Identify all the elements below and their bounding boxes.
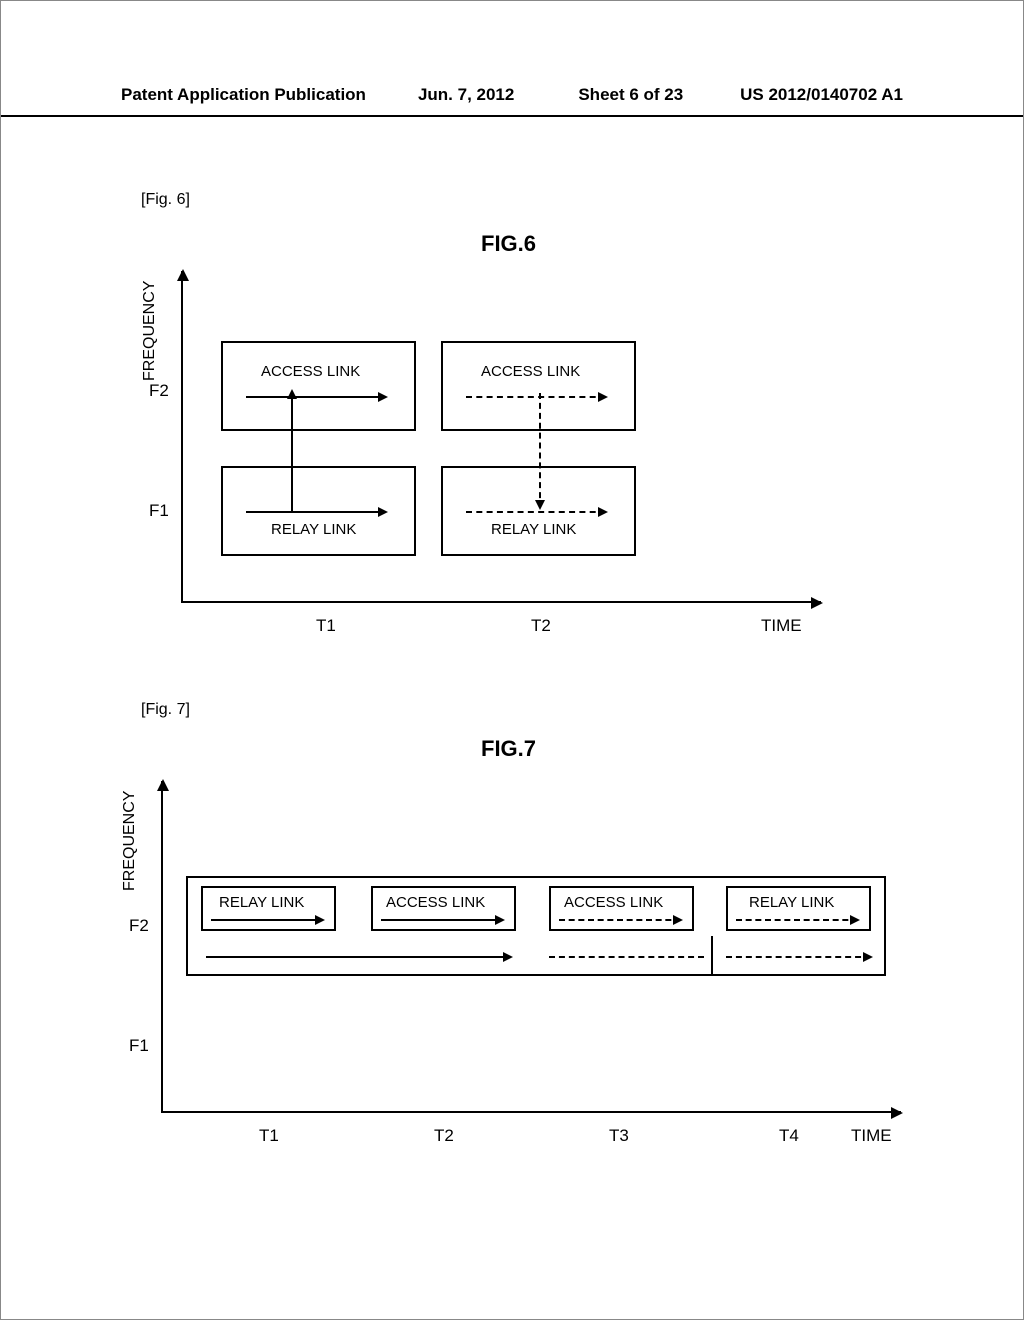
fig6-box-t2-f1-label: RELAY LINK <box>491 521 576 538</box>
header-sheet: Sheet 6 of 23 <box>578 85 683 105</box>
patent-header: Patent Application Publication Jun. 7, 2… <box>1 85 1023 117</box>
fig6-box-t1-f1-label: RELAY LINK <box>271 521 356 538</box>
fig6-arrow-down-t2 <box>539 393 541 508</box>
fig7-seg-t1-label: RELAY LINK <box>219 894 304 911</box>
fig7-y-axis-label: FREQUENCY <box>121 791 139 891</box>
fig7-xtick-t2: T2 <box>434 1126 454 1146</box>
fig6-y-axis-label: FREQUENCY <box>141 281 159 381</box>
fig7-arrow-t2 <box>381 919 503 921</box>
header-row: Patent Application Publication Jun. 7, 2… <box>1 85 1023 113</box>
fig7-arrow-t3 <box>559 919 681 921</box>
fig7-arrow-t1 <box>211 919 323 921</box>
fig6-x-axis-label: TIME <box>761 616 802 636</box>
fig6-arrow-t1-f1 <box>246 511 386 513</box>
fig7-x-axis-label: TIME <box>851 1126 892 1146</box>
fig6-arrow-t1-f2 <box>246 396 386 398</box>
page: Patent Application Publication Jun. 7, 2… <box>0 0 1024 1320</box>
fig7-x-axis <box>161 1111 901 1113</box>
fig6-chart: FREQUENCY F2 F1 T1 T2 TIME ACCESS LINK R… <box>121 271 841 651</box>
fig7-divider <box>711 936 713 976</box>
fig7-chart: FREQUENCY F2 F1 T1 T2 T3 T4 TIME RELAY L… <box>101 781 921 1161</box>
header-publication: Patent Application Publication <box>121 85 366 105</box>
fig7-xtick-t1: T1 <box>259 1126 279 1146</box>
fig7-seg-t4-label: RELAY LINK <box>749 894 834 911</box>
fig6-xtick-t1: T1 <box>316 616 336 636</box>
fig6-title: FIG.6 <box>481 231 536 257</box>
fig7-y-axis <box>161 781 163 1111</box>
fig6-caption: [Fig. 6] <box>141 191 190 209</box>
fig6-box-t1-f2-label: ACCESS LINK <box>261 363 360 380</box>
fig7-title: FIG.7 <box>481 736 536 762</box>
fig6-box-t1-f2 <box>221 341 416 431</box>
fig7-base-dash-t3 <box>549 956 704 958</box>
fig6-arrow-t2-f1 <box>466 511 606 513</box>
fig6-xtick-t2: T2 <box>531 616 551 636</box>
fig6-ytick-f1: F1 <box>149 501 169 521</box>
header-date: Jun. 7, 2012 <box>418 85 514 105</box>
fig7-ytick-f2: F2 <box>129 916 149 936</box>
fig7-caption: [Fig. 7] <box>141 701 190 719</box>
fig7-xtick-t4: T4 <box>779 1126 799 1146</box>
header-pubno: US 2012/0140702 A1 <box>740 85 903 105</box>
fig6-arrow-t2-f2 <box>466 396 606 398</box>
fig7-xtick-t3: T3 <box>609 1126 629 1146</box>
fig6-box-t2-f2-label: ACCESS LINK <box>481 363 580 380</box>
fig6-ytick-f2: F2 <box>149 381 169 401</box>
fig6-x-axis <box>181 601 821 603</box>
fig7-ytick-f1: F1 <box>129 1036 149 1056</box>
fig7-base-arrow-right <box>726 956 871 958</box>
fig6-y-axis <box>181 271 183 601</box>
fig7-base-arrow-left <box>206 956 511 958</box>
fig7-arrow-t4 <box>736 919 858 921</box>
fig7-seg-t2-label: ACCESS LINK <box>386 894 485 911</box>
fig6-arrow-up-t1 <box>291 391 293 511</box>
fig7-seg-t3-label: ACCESS LINK <box>564 894 663 911</box>
